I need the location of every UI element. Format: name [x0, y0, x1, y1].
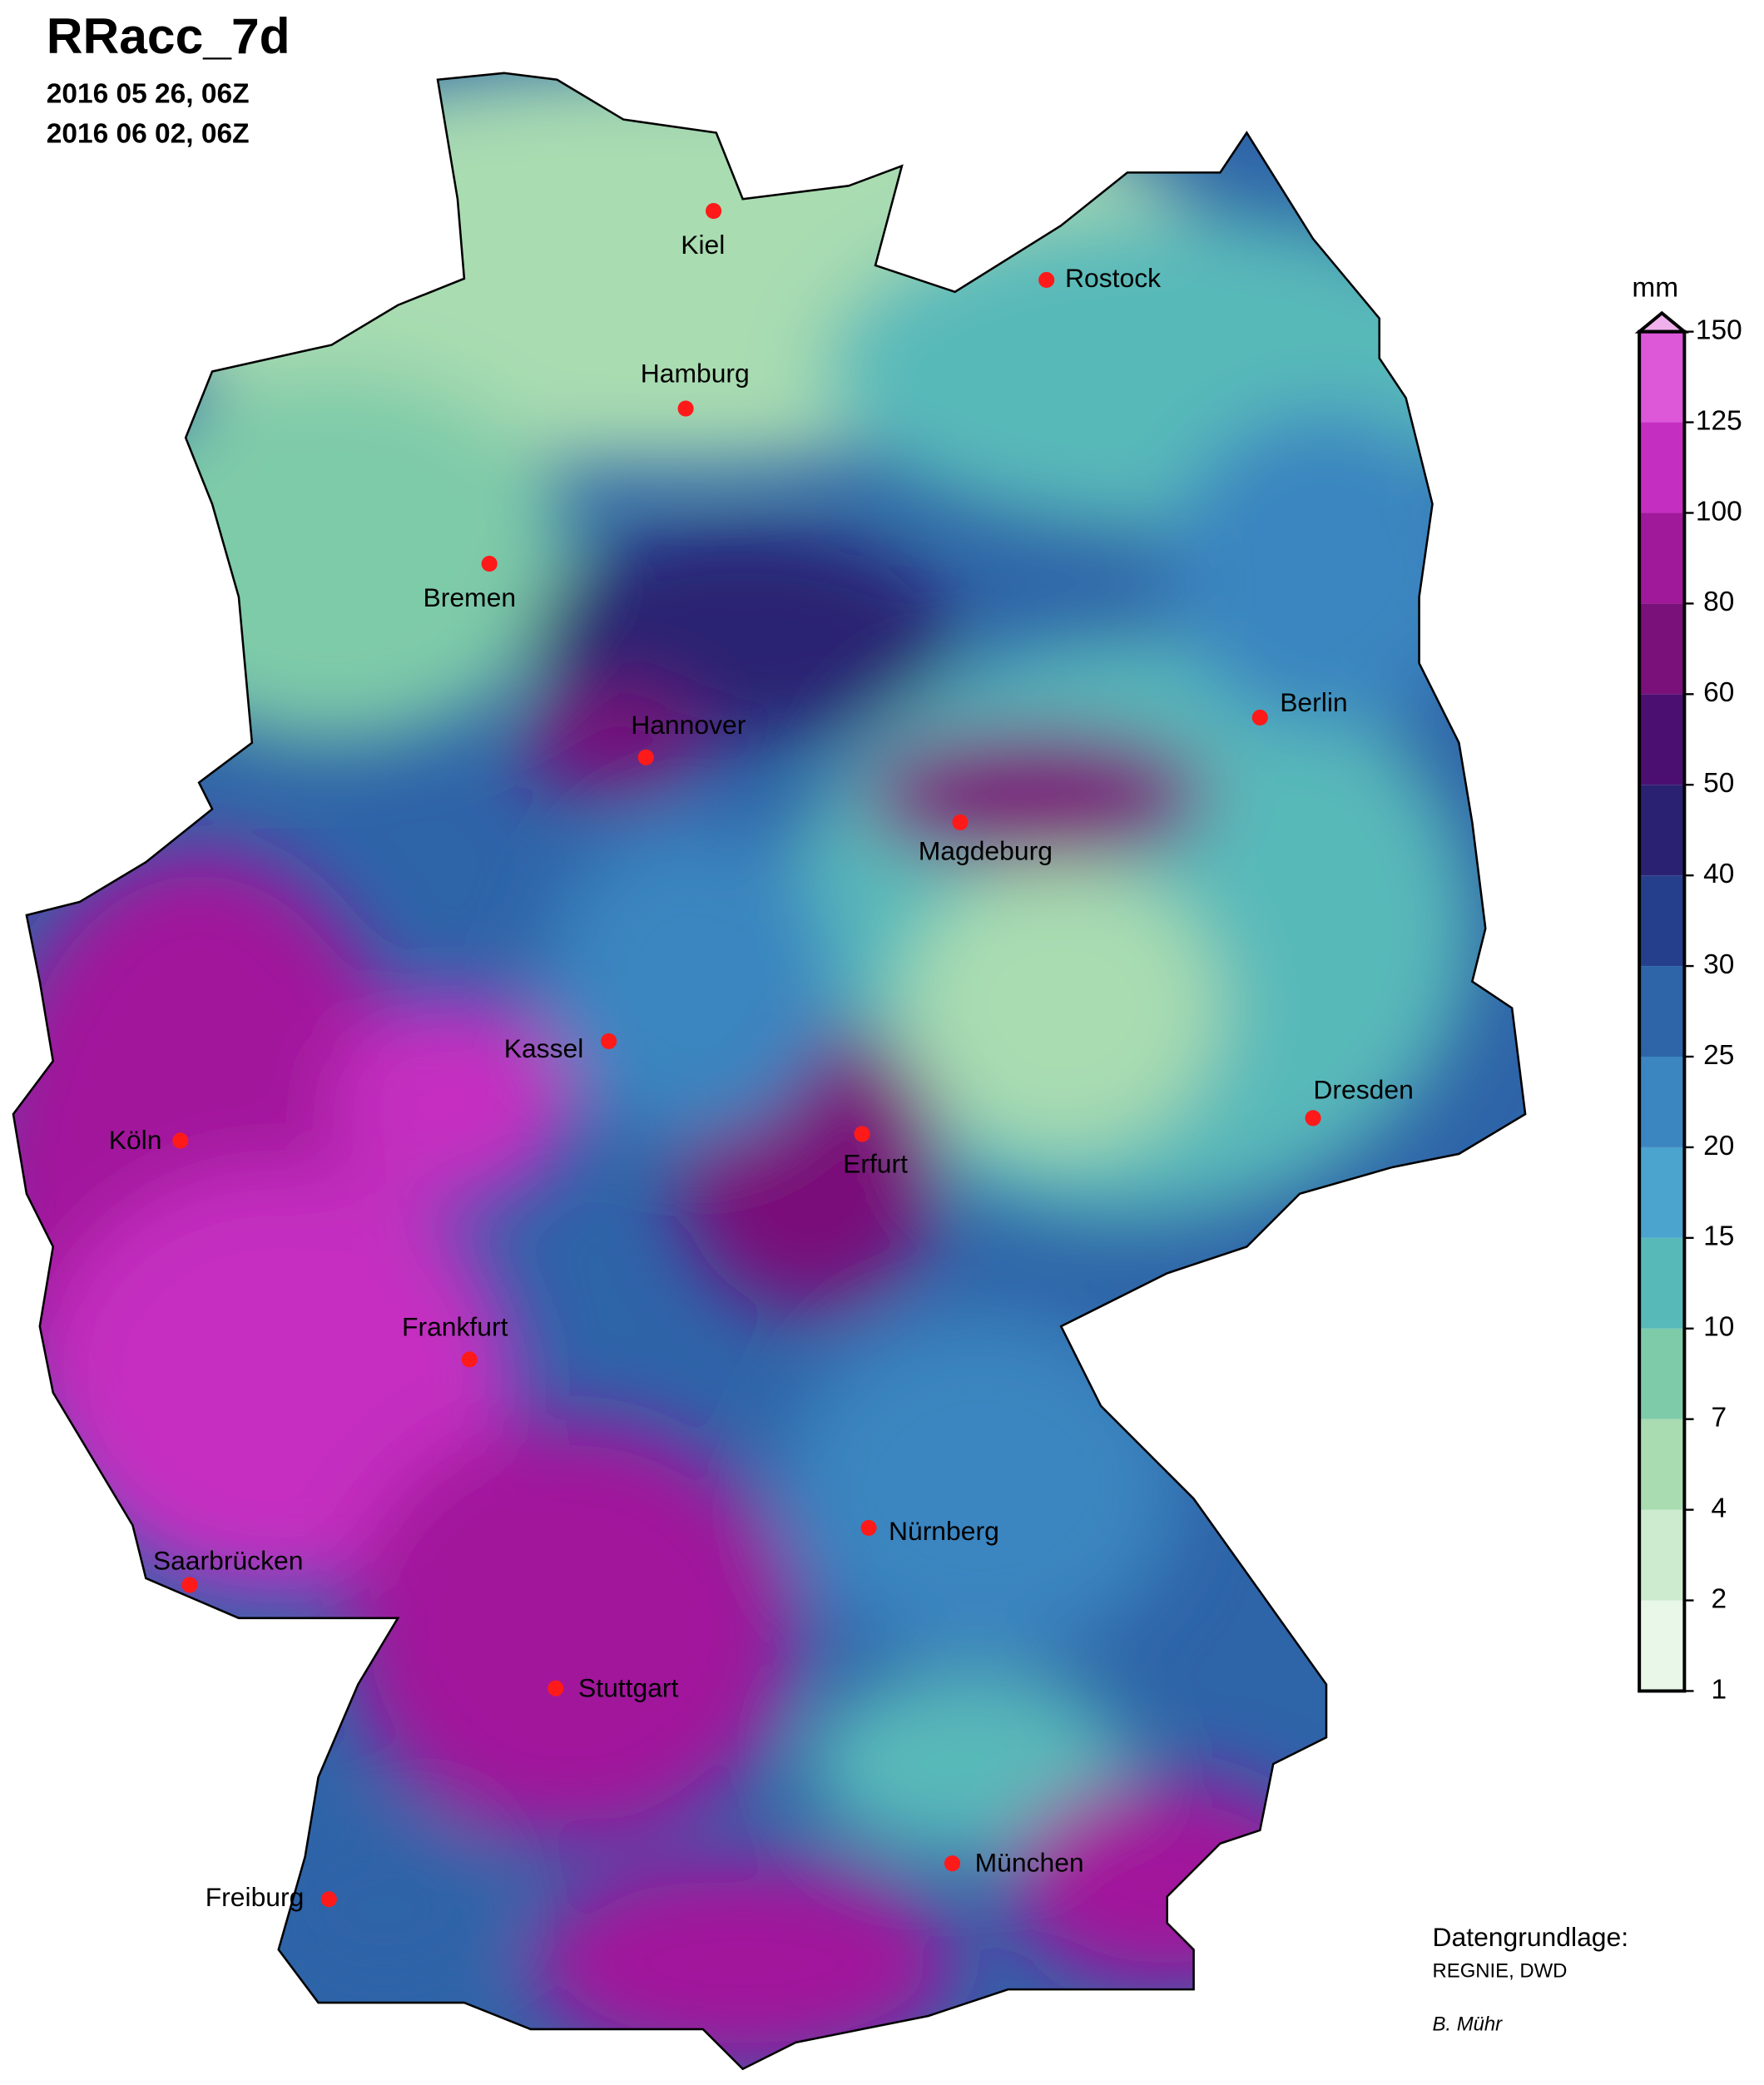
legend-tick-label: 125 [1696, 405, 1742, 436]
legend-tick-label: 100 [1696, 496, 1742, 527]
color-legend: mm 1 2 4 7 10 15 20 25 30 40 50 60 80 100 125 150 [1632, 272, 1742, 1705]
city-marker [854, 1126, 870, 1142]
legend-swatch [1639, 513, 1685, 604]
start-time: 2016 05 26, 06Z [47, 79, 250, 110]
legend-swatch [1639, 1057, 1685, 1147]
city-label: Saarbrücken [153, 1545, 304, 1575]
legend-tick-label: 150 [1696, 314, 1742, 345]
city-marker [1305, 1110, 1321, 1127]
legend-swatch [1639, 875, 1685, 967]
legend-swatch [1639, 694, 1685, 785]
legend-tick-label: 20 [1703, 1131, 1734, 1161]
city-label: Hamburg [641, 359, 750, 389]
city-label: Hannover [631, 710, 746, 740]
city-marker [548, 1680, 564, 1696]
city-marker [677, 400, 694, 417]
legend-tick-label: 4 [1711, 1493, 1727, 1523]
source-label: Datengrundlage: [1433, 1922, 1629, 1952]
city-marker [601, 1033, 617, 1049]
city-label: Erfurt [843, 1149, 908, 1179]
legend-tick-label: 1 [1711, 1674, 1727, 1705]
city-label: Kassel [504, 1033, 584, 1063]
city-marker [952, 814, 969, 830]
city-label: Rostock [1065, 263, 1161, 293]
legend-frame [1638, 329, 1687, 1693]
legend-swatch [1639, 1237, 1685, 1329]
legend-tick-label: 40 [1703, 859, 1734, 889]
city-label: Magdeburg [919, 835, 1053, 865]
legend-swatch [1639, 422, 1685, 513]
city-marker [481, 556, 498, 572]
city-label: Berlin [1280, 687, 1347, 717]
map-title: RRacc_7d [47, 7, 290, 64]
legend-swatch [1639, 603, 1685, 695]
city-label: Stuttgart [578, 1672, 679, 1702]
legend-tick-label: 50 [1703, 768, 1734, 799]
legend-swatch [1639, 1600, 1685, 1691]
legend-swatch [1639, 1509, 1685, 1601]
cities: Kiel Rostock Hamburg Bremen Hannover Berlin Ma… [109, 203, 1414, 1912]
city-label: Bremen [423, 582, 516, 612]
author: B. Mühr [1433, 2013, 1504, 2035]
city-marker [1251, 709, 1268, 726]
city-label: München [975, 1848, 1084, 1878]
legend-swatch [1639, 331, 1685, 423]
legend-extend-arrow [1634, 310, 1689, 334]
city-label: Frankfurt [402, 1312, 508, 1342]
legend-tick-label: 10 [1703, 1312, 1734, 1343]
city-marker [461, 1351, 478, 1368]
city-marker [944, 1855, 961, 1872]
city-label: Freiburg [206, 1882, 305, 1912]
city-marker [181, 1577, 198, 1593]
city-marker [320, 1891, 337, 1908]
city-label: Kiel [681, 230, 725, 260]
legend-swatch [1639, 1419, 1685, 1510]
legend-swatch [1639, 1328, 1685, 1419]
legend-swatch [1639, 1147, 1685, 1238]
legend-tick-label: 25 [1703, 1040, 1734, 1071]
city-marker [637, 749, 654, 765]
legend-tick-label: 7 [1711, 1403, 1727, 1434]
legend-tick-label: 2 [1711, 1583, 1727, 1614]
city-marker [1038, 271, 1055, 289]
city-label: Nürnberg [889, 1516, 999, 1546]
legend-unit: mm [1632, 272, 1678, 303]
legend-swatch [1639, 785, 1685, 876]
city-marker [860, 1519, 877, 1536]
legend-tick-label: 30 [1703, 949, 1734, 980]
legend-tick-label: 15 [1703, 1221, 1734, 1252]
city-marker [172, 1132, 189, 1149]
legend-tick-label: 80 [1703, 587, 1734, 617]
city-label: Köln [109, 1125, 162, 1155]
legend-tick-label: 60 [1703, 677, 1734, 708]
city-label: Dresden [1313, 1074, 1413, 1104]
end-time: 2016 06 02, 06Z [47, 119, 250, 150]
city-marker [706, 203, 722, 220]
legend-swatch [1639, 966, 1685, 1057]
source: REGNIE, DWD [1433, 1960, 1568, 1983]
